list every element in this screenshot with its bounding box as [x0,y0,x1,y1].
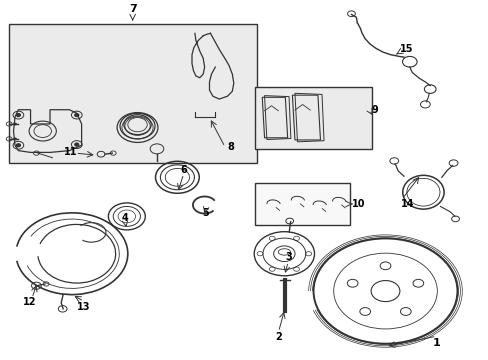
Text: 14: 14 [400,199,413,209]
Circle shape [17,114,20,117]
FancyBboxPatch shape [255,87,371,149]
FancyBboxPatch shape [9,24,256,163]
Text: 11: 11 [63,147,77,157]
Text: 8: 8 [227,142,234,152]
Text: 3: 3 [285,252,291,262]
Text: 4: 4 [122,213,128,223]
Text: 12: 12 [23,297,36,307]
Text: 9: 9 [371,105,378,115]
Text: 6: 6 [180,165,187,175]
Text: 1: 1 [432,338,440,348]
Text: 2: 2 [275,332,282,342]
Text: 13: 13 [77,302,91,312]
Circle shape [17,144,20,147]
Circle shape [13,138,17,140]
FancyBboxPatch shape [255,183,349,225]
Circle shape [13,122,17,125]
Circle shape [75,114,79,117]
Text: 5: 5 [202,208,208,218]
Circle shape [75,143,79,146]
Text: 15: 15 [399,44,413,54]
Text: 10: 10 [351,199,364,209]
Text: 7: 7 [128,4,136,14]
